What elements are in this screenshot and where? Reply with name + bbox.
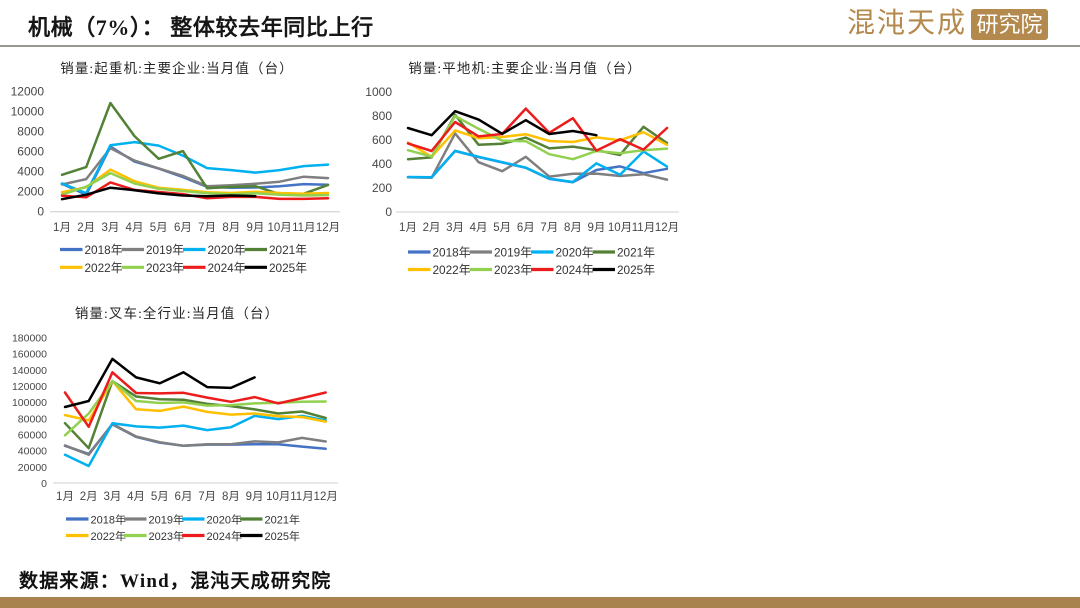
svg-text:2019年: 2019年: [149, 513, 184, 527]
svg-text:5月: 5月: [150, 222, 168, 234]
svg-text:4月: 4月: [127, 491, 145, 503]
svg-text:12月: 12月: [316, 222, 340, 234]
svg-text:2020年: 2020年: [207, 513, 242, 527]
svg-text:3月: 3月: [101, 222, 119, 234]
svg-text:12000: 12000: [11, 85, 45, 99]
svg-text:8月: 8月: [222, 222, 240, 234]
svg-text:2021年: 2021年: [269, 243, 307, 257]
svg-text:12月: 12月: [314, 491, 338, 503]
svg-text:2021年: 2021年: [265, 513, 300, 527]
svg-text:80000: 80000: [18, 413, 47, 425]
svg-text:6000: 6000: [17, 145, 44, 159]
svg-text:2023年: 2023年: [149, 529, 184, 543]
svg-text:6月: 6月: [517, 222, 535, 234]
svg-text:销量:起重机:主要企业:当月值（台）: 销量:起重机:主要企业:当月值（台）: [60, 60, 294, 76]
svg-text:10月: 10月: [608, 222, 632, 234]
svg-text:2020年: 2020年: [208, 243, 246, 257]
svg-text:20000: 20000: [18, 462, 47, 474]
svg-text:9月: 9月: [246, 222, 264, 234]
svg-text:9月: 9月: [246, 491, 264, 503]
svg-text:1月: 1月: [56, 491, 74, 503]
svg-text:1000: 1000: [365, 85, 392, 99]
svg-text:2018年: 2018年: [91, 513, 126, 527]
svg-text:销量:平地机:主要企业:当月值（台）: 销量:平地机:主要企业:当月值（台）: [408, 60, 642, 76]
svg-text:8000: 8000: [17, 125, 44, 139]
svg-text:2019年: 2019年: [146, 243, 184, 257]
svg-text:8月: 8月: [564, 222, 582, 234]
svg-text:2018年: 2018年: [85, 243, 123, 257]
svg-text:11月: 11月: [292, 222, 315, 234]
svg-text:1月: 1月: [399, 222, 417, 234]
svg-text:140000: 140000: [12, 365, 47, 377]
svg-text:2022年: 2022年: [91, 529, 126, 543]
svg-text:2019年: 2019年: [494, 246, 532, 260]
svg-text:7月: 7月: [198, 491, 216, 503]
svg-text:2000: 2000: [17, 185, 44, 199]
svg-text:2022年: 2022年: [85, 261, 123, 275]
svg-text:1月: 1月: [53, 222, 71, 234]
svg-text:6月: 6月: [175, 491, 193, 503]
svg-text:2021年: 2021年: [617, 246, 655, 260]
svg-text:400: 400: [372, 157, 392, 171]
svg-text:0: 0: [385, 205, 392, 219]
svg-text:10月: 10月: [266, 491, 290, 503]
svg-text:3月: 3月: [446, 222, 464, 234]
svg-text:160000: 160000: [12, 349, 47, 361]
svg-text:7月: 7月: [540, 222, 558, 234]
svg-text:11月: 11月: [632, 222, 655, 234]
svg-text:2023年: 2023年: [146, 261, 184, 275]
svg-text:2023年: 2023年: [494, 263, 532, 277]
svg-text:2020年: 2020年: [556, 246, 594, 260]
svg-text:200: 200: [372, 181, 392, 195]
svg-text:40000: 40000: [18, 446, 47, 458]
svg-text:10000: 10000: [11, 105, 45, 119]
svg-text:11月: 11月: [290, 491, 313, 503]
svg-text:0: 0: [37, 205, 44, 219]
svg-text:12月: 12月: [655, 222, 679, 234]
svg-text:销量:叉车:全行业:当月值（台）: 销量:叉车:全行业:当月值（台）: [75, 305, 279, 321]
svg-text:4月: 4月: [470, 222, 488, 234]
svg-text:2025年: 2025年: [269, 261, 307, 275]
svg-text:3月: 3月: [103, 491, 121, 503]
svg-text:2018年: 2018年: [433, 246, 471, 260]
svg-text:10月: 10月: [267, 222, 291, 234]
svg-text:600: 600: [372, 133, 392, 147]
svg-text:6月: 6月: [174, 222, 192, 234]
svg-text:4000: 4000: [17, 165, 44, 179]
svg-text:4月: 4月: [126, 222, 144, 234]
svg-text:2024年: 2024年: [208, 261, 246, 275]
svg-text:5月: 5月: [151, 491, 169, 503]
svg-text:5月: 5月: [493, 222, 511, 234]
svg-text:120000: 120000: [12, 381, 47, 393]
svg-text:2024年: 2024年: [207, 529, 242, 543]
svg-text:0: 0: [41, 478, 47, 490]
svg-text:9月: 9月: [587, 222, 605, 234]
svg-text:180000: 180000: [12, 333, 47, 345]
svg-text:2025年: 2025年: [617, 263, 655, 277]
svg-text:2025年: 2025年: [265, 529, 300, 543]
svg-text:2月: 2月: [77, 222, 95, 234]
svg-text:800: 800: [372, 109, 392, 123]
svg-text:2024年: 2024年: [556, 263, 594, 277]
svg-text:2022年: 2022年: [433, 263, 471, 277]
svg-text:8月: 8月: [222, 491, 240, 503]
svg-text:2月: 2月: [423, 222, 441, 234]
svg-text:100000: 100000: [12, 397, 47, 409]
svg-text:2月: 2月: [80, 491, 98, 503]
svg-text:60000: 60000: [18, 430, 47, 442]
svg-text:7月: 7月: [198, 222, 216, 234]
